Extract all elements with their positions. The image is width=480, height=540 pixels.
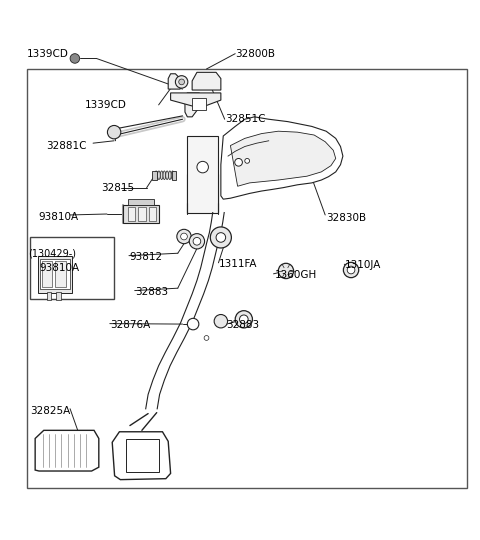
- Text: 93810A: 93810A: [39, 262, 79, 273]
- Circle shape: [235, 158, 242, 166]
- Polygon shape: [187, 136, 218, 213]
- Bar: [128, 207, 135, 221]
- Polygon shape: [221, 117, 343, 199]
- Circle shape: [179, 79, 184, 85]
- Text: 32800B: 32800B: [235, 49, 275, 59]
- Ellipse shape: [160, 171, 163, 179]
- Bar: [55, 261, 66, 287]
- Circle shape: [177, 230, 191, 244]
- Polygon shape: [170, 93, 221, 107]
- Circle shape: [180, 233, 187, 240]
- Circle shape: [278, 264, 294, 279]
- Ellipse shape: [163, 171, 166, 179]
- Text: 1360GH: 1360GH: [275, 270, 317, 280]
- Bar: [171, 171, 176, 179]
- Bar: [40, 260, 70, 289]
- Circle shape: [187, 319, 199, 330]
- Bar: [149, 207, 156, 221]
- Text: 32881C: 32881C: [46, 140, 87, 151]
- Polygon shape: [192, 72, 221, 90]
- Bar: [153, 171, 157, 179]
- Text: 32815: 32815: [101, 183, 134, 193]
- Bar: [56, 292, 61, 300]
- Circle shape: [235, 310, 252, 328]
- Bar: [27, 69, 468, 488]
- Polygon shape: [35, 430, 99, 471]
- Circle shape: [70, 53, 80, 63]
- Bar: [42, 261, 52, 287]
- Text: 1311FA: 1311FA: [218, 259, 257, 269]
- Text: (130429-): (130429-): [28, 248, 76, 258]
- Bar: [38, 255, 72, 293]
- Circle shape: [197, 161, 208, 173]
- Text: 32883: 32883: [135, 287, 168, 297]
- Circle shape: [189, 234, 204, 249]
- Ellipse shape: [171, 171, 174, 179]
- Circle shape: [214, 314, 228, 328]
- Circle shape: [108, 125, 121, 139]
- Text: 93812: 93812: [129, 252, 162, 261]
- Bar: [128, 199, 154, 205]
- Ellipse shape: [155, 171, 157, 179]
- Circle shape: [175, 76, 188, 88]
- Text: 32830B: 32830B: [326, 213, 366, 224]
- Circle shape: [216, 233, 226, 242]
- Text: 93810A: 93810A: [38, 212, 78, 222]
- Text: 32876A: 32876A: [110, 320, 150, 330]
- Polygon shape: [112, 432, 170, 480]
- Text: 32851C: 32851C: [226, 114, 266, 124]
- Bar: [30, 238, 114, 299]
- Bar: [47, 292, 51, 300]
- Text: 1310JA: 1310JA: [345, 260, 382, 270]
- Polygon shape: [168, 74, 180, 89]
- Polygon shape: [230, 131, 336, 186]
- Ellipse shape: [168, 171, 171, 179]
- Bar: [123, 205, 158, 223]
- Bar: [138, 207, 146, 221]
- Ellipse shape: [166, 171, 168, 179]
- Text: 1339CD: 1339CD: [27, 49, 69, 59]
- Ellipse shape: [157, 171, 160, 179]
- Circle shape: [240, 315, 248, 323]
- Circle shape: [193, 238, 201, 245]
- Circle shape: [210, 227, 231, 248]
- Text: 1339CD: 1339CD: [84, 100, 126, 110]
- Text: 32883: 32883: [227, 320, 260, 330]
- Bar: [126, 440, 158, 472]
- Circle shape: [245, 158, 250, 163]
- Circle shape: [343, 262, 359, 278]
- Bar: [192, 98, 206, 110]
- Text: 32825A: 32825A: [30, 406, 71, 416]
- Circle shape: [347, 266, 355, 274]
- Polygon shape: [185, 93, 199, 117]
- Circle shape: [204, 335, 209, 340]
